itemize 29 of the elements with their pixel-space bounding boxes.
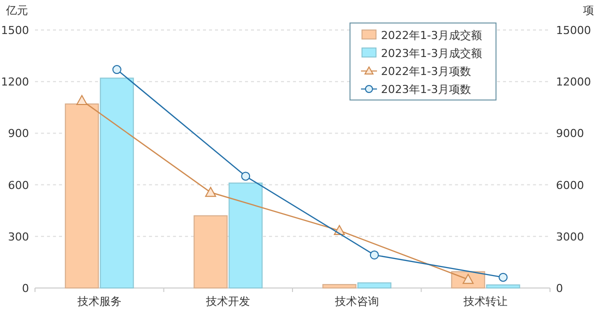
x-tick-label: 技术咨询: [334, 295, 379, 308]
y2-axis-title: 项: [583, 4, 594, 17]
y-axis-title: 亿元: [5, 4, 28, 17]
bar: [322, 284, 356, 288]
bar: [228, 182, 263, 288]
bar: [64, 103, 99, 288]
y-tick-label: 300: [8, 230, 29, 244]
x-tick-label: 技术开发: [205, 295, 250, 308]
x-tick-label: 技术服务: [76, 295, 122, 308]
legend-label: 2023年1-3月成交额: [381, 47, 482, 60]
y2-tick-label: 9000: [556, 127, 584, 140]
legend-label: 2022年1-3月成交额: [381, 29, 482, 42]
y2-tick-label: 0: [556, 282, 563, 295]
y2-tick-label: 12000: [556, 76, 591, 89]
legend-label: 2023年1-3月项数: [381, 83, 471, 96]
bar: [486, 284, 520, 288]
bar: [194, 215, 228, 288]
bar: [100, 78, 134, 288]
y2-tick-label: 15000: [556, 24, 591, 37]
y-tick-label: 600: [8, 178, 29, 192]
x-tick-label: 技术转让: [462, 295, 508, 308]
y2-tick-label: 3000: [556, 230, 584, 244]
y-tick-label: 1200: [1, 76, 29, 89]
y-tick-label: 900: [8, 127, 29, 140]
y2-tick-label: 6000: [556, 178, 584, 192]
legend-label: 2022年1-3月项数: [381, 65, 471, 78]
y-tick-label: 1500: [1, 24, 29, 37]
y-tick-label: 0: [22, 282, 29, 295]
bar: [357, 282, 392, 288]
